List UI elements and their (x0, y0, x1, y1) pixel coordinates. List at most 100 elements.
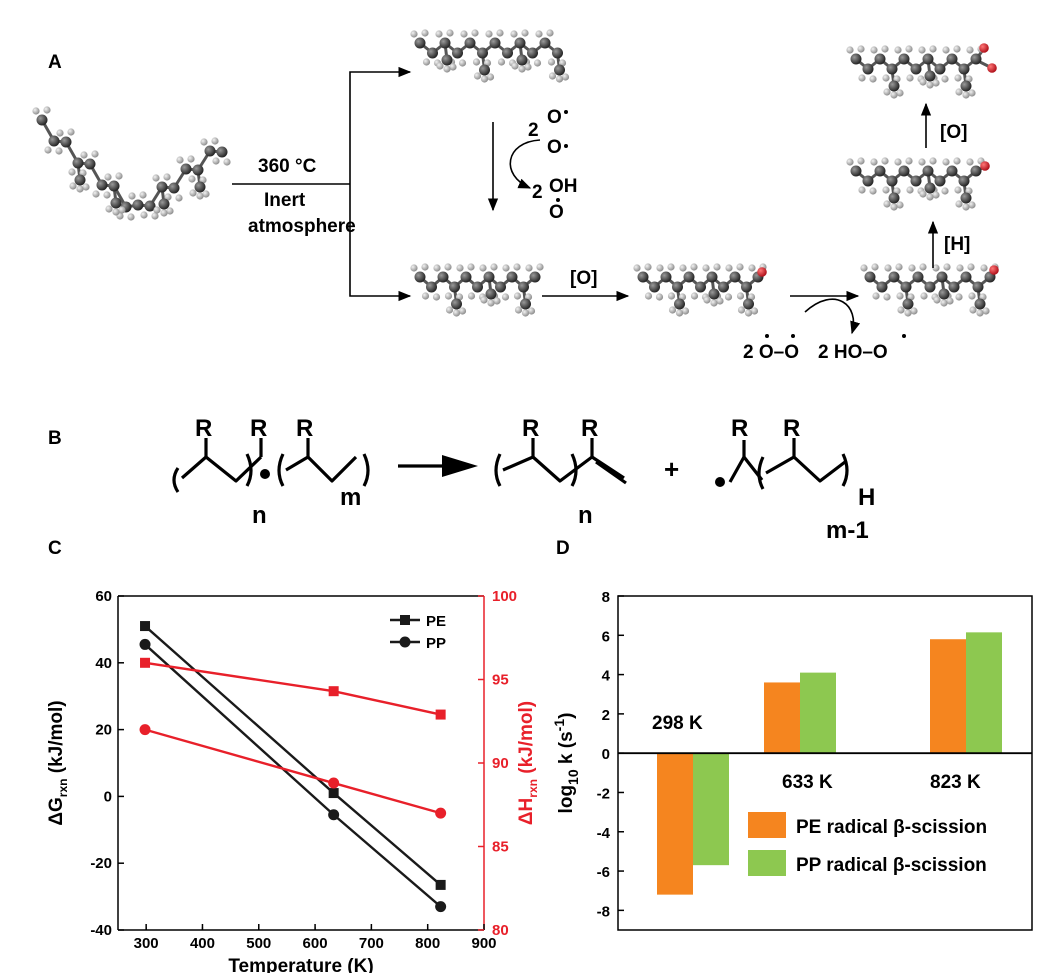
x-tick-label: 300 (134, 935, 159, 952)
hydrogen-atom (546, 29, 554, 37)
hydrogen-atom (968, 201, 976, 209)
x-tick-label: 400 (190, 935, 215, 952)
hydrogen-atom (906, 186, 914, 194)
hydrogen-atom (905, 45, 913, 53)
hydrogen-atom (467, 292, 476, 300)
hydrogen-atom (724, 293, 733, 301)
carbon-atom (108, 180, 120, 192)
repeat-n: n (252, 502, 267, 529)
y-axis-title: ΔGrxn (kJ/mol) (46, 700, 70, 825)
carbon-atom (938, 288, 950, 300)
series-line (144, 661, 441, 716)
hydrogen-atom (926, 193, 934, 201)
hydrogen-atom (725, 264, 733, 272)
hydrogen-atom (487, 299, 495, 307)
substituent-r: R (250, 415, 267, 442)
legend-swatch (748, 812, 786, 838)
hydrogen-atom (870, 46, 878, 54)
hydrogen-atom (480, 75, 489, 83)
panel-label-c: C (48, 538, 62, 559)
hydrogen-atom (953, 45, 961, 53)
carbon-atom (674, 298, 685, 310)
hydrogen-atom (905, 157, 913, 165)
hydrogen-atom (471, 29, 479, 37)
carbon-atom (934, 63, 946, 75)
hydrogenation-label: [H] (944, 234, 970, 255)
radical-dot (564, 110, 568, 114)
hydrogen-atom (163, 173, 171, 181)
hydrogen-atom (200, 138, 208, 146)
carbon-atom (477, 47, 488, 59)
carbon-atom (158, 198, 170, 210)
hoo-bottom: O (549, 202, 564, 223)
hydrogen-atom (955, 200, 963, 208)
hydrogen-atom (547, 58, 556, 66)
carbon-atom (862, 175, 874, 187)
y-tick-label: 60 (95, 588, 112, 605)
carbon-atom (948, 281, 960, 293)
hydrogen-atom (421, 29, 429, 37)
carbon-atom (874, 53, 886, 65)
y-tick-label: -40 (90, 922, 112, 939)
data-point (140, 657, 151, 668)
carbon-atom (527, 47, 538, 59)
y2-axis-title: ΔHrxn (kJ/mol) (516, 701, 540, 825)
substituent-r: R (783, 415, 800, 442)
carbon-atom (84, 158, 96, 170)
hydrogen-atom (932, 191, 940, 199)
hydrogen-atom (908, 264, 916, 272)
carbon-atom (479, 64, 490, 76)
hydrogen-atom (490, 263, 498, 271)
hydrogen-atom (897, 306, 905, 314)
hydrogen-atom (942, 46, 950, 54)
y2-tick-label: 85 (492, 839, 509, 856)
carbon-atom (48, 135, 60, 147)
reaction-arrow (398, 455, 478, 477)
y2-tick-label: 90 (492, 755, 509, 772)
carbon-atom (886, 63, 898, 75)
y-axis-title-k: k (s (556, 731, 577, 769)
molecule-model (410, 263, 544, 317)
hydrogen-atom (919, 78, 927, 86)
hydrogen-atom (667, 292, 676, 300)
hydrogen-atom (44, 146, 52, 154)
hydrogen-atom (435, 30, 443, 38)
carbon-atom (427, 47, 438, 59)
hydrogen-atom (644, 292, 653, 300)
hydrogen-atom (502, 264, 510, 272)
legend-label: PE radical β-scission (796, 817, 987, 838)
carbon-atom (441, 54, 453, 66)
hydrogen-atom (929, 157, 937, 165)
hoo-coefficient: 2 (532, 182, 543, 203)
carbon-atom (900, 281, 912, 293)
carbon-atom (946, 165, 958, 177)
data-point (435, 879, 446, 890)
hydrogen-atom (527, 307, 536, 315)
carbon-atom (660, 271, 672, 283)
legend: PE radical β-scission PP radical β-scissi… (748, 812, 987, 876)
peroxyl-right: 2 HO–O (818, 342, 888, 363)
hydrogen-atom (976, 309, 984, 317)
carbon-atom (168, 182, 180, 194)
hydrogen-atom (896, 89, 904, 97)
panel-b: B R R R n m R R (48, 415, 875, 544)
hydrogen-atom (452, 309, 461, 317)
hydrogen-atom (968, 89, 976, 97)
data-point (328, 777, 340, 789)
x-tick-label: 800 (415, 935, 440, 952)
carbon-atom (718, 281, 729, 293)
data-point (328, 788, 339, 799)
hydrogen-atom (422, 58, 431, 66)
o2-top: O (547, 107, 562, 128)
hydrogen-atom (633, 264, 641, 272)
y-axis-title-log: log (556, 785, 577, 814)
hydrogen-atom (189, 189, 197, 197)
rate-bar-chart: -8 -6 -4 -2 0 2 4 6 8 298 K 633 K 823 K log10 k (s-1… (551, 589, 1033, 931)
reactant-structure (172, 438, 370, 493)
carbon-atom (898, 165, 910, 177)
carbon-atom (876, 281, 888, 293)
hydrogen-atom (942, 158, 950, 166)
carbon-atom (960, 192, 972, 204)
hydrogen-atom (667, 263, 675, 271)
condition-temperature: 360 °C (258, 156, 317, 177)
